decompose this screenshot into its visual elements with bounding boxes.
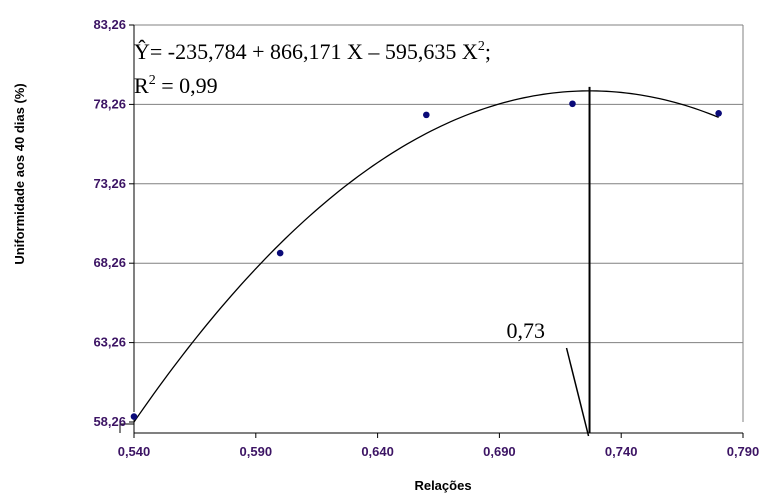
r-squared: R2 = 0,99 — [134, 73, 218, 98]
x-tick-label-2: 0,640 — [361, 444, 394, 459]
x-axis-title: Relações — [414, 478, 471, 493]
y-tick-label-4: 78,26 — [93, 96, 126, 111]
fit-curve — [133, 90, 719, 423]
r2-prefix: R — [134, 73, 149, 98]
y-tick-label-5: 83,26 — [93, 17, 126, 32]
data-points — [130, 100, 722, 420]
grid-lines — [134, 24, 744, 422]
optimum-pointer-line — [565, 347, 590, 437]
x-tick-label-0: 0,540 — [118, 444, 151, 459]
y-tick-labels: 58,26 63,26 68,26 73,26 78,26 83,26 — [93, 17, 126, 429]
y-tick-label-0: 58,26 — [93, 414, 126, 429]
equation-end: ; — [485, 39, 491, 64]
y-tick-label-1: 63,26 — [93, 335, 126, 350]
data-point-1 — [276, 249, 284, 257]
x-tick-label-5: 0,790 — [727, 444, 760, 459]
x-tick-label-1: 0,590 — [240, 444, 273, 459]
optimum-annotation: 0,73 — [507, 86, 591, 437]
axes — [119, 24, 744, 438]
y-axis-title: Uniformidade aos 40 dias (%) — [12, 83, 27, 264]
r2-superscript: 2 — [149, 73, 156, 88]
x-tick-label-3: 0,690 — [483, 444, 516, 459]
axis-break-mark — [119, 420, 134, 433]
data-point-3 — [569, 100, 576, 108]
data-point-0 — [130, 413, 138, 420]
y-tick-label-3: 73,26 — [93, 176, 126, 191]
x-tick-labels: 0,540 0,590 0,640 0,690 0,740 0,790 — [118, 444, 760, 459]
equation-superscript: 2 — [478, 39, 485, 54]
equation-main: Ŷ= -235,784 + 866,171 X – 595,635 X — [134, 39, 478, 64]
x-tick-label-4: 0,740 — [605, 444, 638, 459]
optimum-label: 0,73 — [507, 318, 545, 343]
fit-curve-layer — [133, 90, 719, 423]
data-point-2 — [423, 111, 430, 119]
regression-equation: Ŷ= -235,784 + 866,171 X – 595,635 X2; — [134, 39, 491, 64]
y-tick-label-2: 68,26 — [93, 255, 126, 270]
data-point-4 — [715, 109, 722, 117]
r2-value: = 0,99 — [156, 73, 218, 98]
